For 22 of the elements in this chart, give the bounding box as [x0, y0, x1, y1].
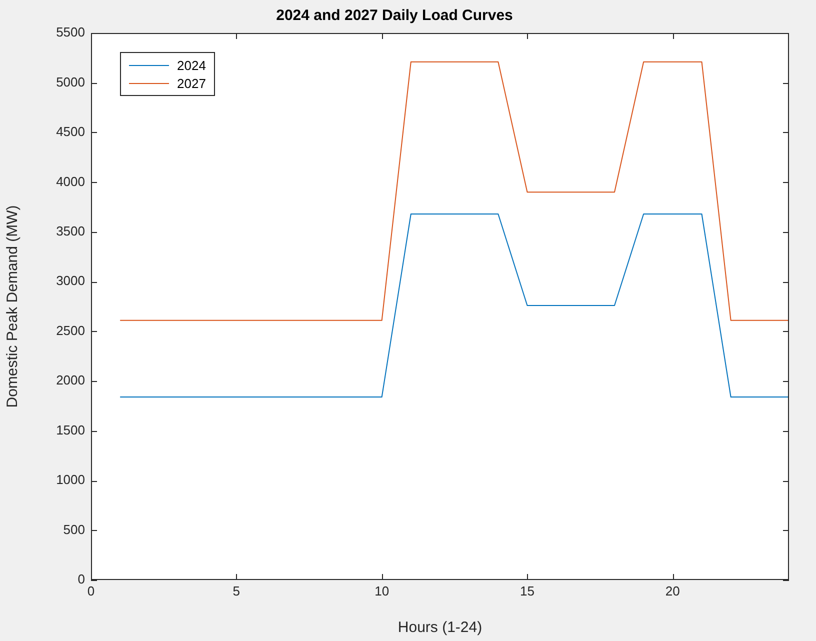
y-tick-label: 4500 — [56, 124, 85, 140]
y-tick-label: 1500 — [56, 422, 85, 438]
y-tick-label: 4000 — [56, 174, 85, 189]
y-tick-label: 5000 — [56, 74, 85, 90]
x-tick-label: 10 — [374, 583, 390, 598]
y-axis-title: Domestic Peak Demand (MW) — [4, 205, 22, 408]
y-tick-label: 0 — [78, 572, 85, 587]
x-tick-label: 5 — [232, 583, 240, 598]
y-tick-label: 2000 — [56, 372, 85, 388]
x-tick-label: 15 — [520, 583, 534, 598]
y-tick-label: 3500 — [56, 223, 85, 238]
x-tick-label: 0 — [87, 583, 95, 598]
y-tick-label: 3000 — [56, 273, 85, 288]
x-tick-label: 20 — [665, 583, 680, 598]
x-axis-title: Hours (1-24) — [398, 619, 482, 636]
y-tick-label: 1000 — [56, 472, 85, 488]
y-tick-label: 5500 — [56, 24, 85, 40]
legend-label: 2024 — [177, 58, 206, 72]
chart-title: 2024 and 2027 Daily Load Curves — [276, 7, 513, 24]
y-tick-label: 500 — [63, 522, 85, 537]
legend-label: 2027 — [177, 76, 206, 90]
y-tick-label: 2500 — [56, 322, 85, 338]
